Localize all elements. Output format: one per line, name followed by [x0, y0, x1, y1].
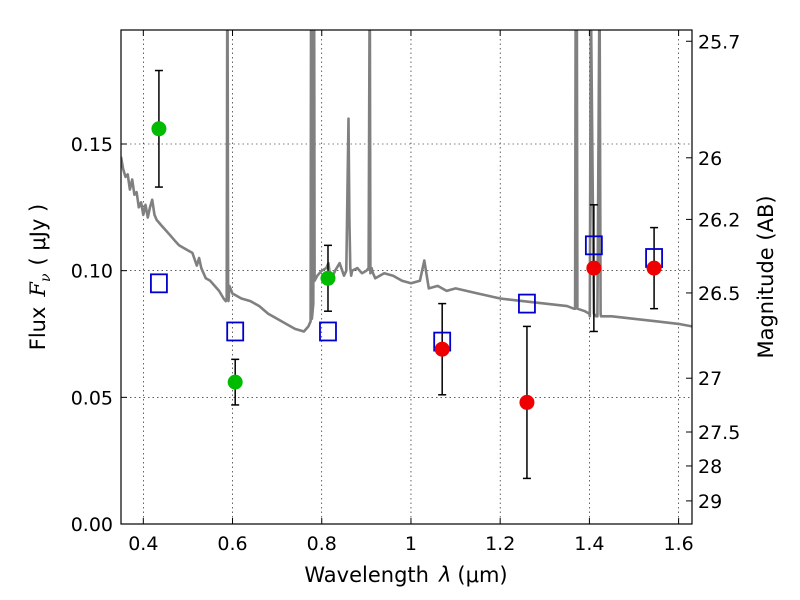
x-tick-label: 0.4: [128, 533, 158, 555]
model-photometry-square: [226, 321, 245, 342]
model-spectrum-line: [121, 30, 692, 333]
error-bars-layer: [154, 69, 659, 480]
magnitude-tick-label: 26.5: [698, 283, 740, 305]
x-tick-label: 1.6: [664, 533, 694, 555]
model-photometry-square: [150, 273, 168, 294]
x-tick-label: 0.8: [307, 533, 337, 555]
observed-point-optical: [151, 121, 167, 137]
magnitude-axis-label: Magnitude (AB): [754, 195, 778, 358]
x-tick-label: 0.6: [217, 533, 247, 555]
model-spectrum-layer: [121, 30, 692, 333]
magnitude-tick-label: 27.5: [698, 422, 740, 444]
y-axis-ticks: 0.00 0.05 0.10 0.15: [71, 134, 127, 536]
y-tick-label: 0.15: [71, 134, 113, 156]
magnitude-tick-label: 28: [698, 456, 722, 478]
observed-photometry-layer: [151, 121, 662, 410]
y-axis-label: FluxFν( μJy ): [26, 204, 54, 350]
observed-point-nir: [434, 341, 450, 357]
observed-point-nir: [646, 260, 662, 276]
model-photometry-square: [518, 293, 536, 314]
observed-point-nir: [586, 260, 602, 276]
magnitude-tick-label: 26.2: [698, 209, 740, 231]
magnitude-tick-label: 25.7: [698, 31, 740, 53]
observed-point-optical: [227, 374, 243, 390]
x-axis-ticks: 0.4 0.6 0.8 1 1.2 1.4 1.6: [128, 30, 694, 555]
magnitude-tick-label: 26: [698, 148, 722, 170]
observed-point-optical: [320, 270, 336, 286]
grid: [121, 30, 692, 524]
x-axis-label: Wavelength λ (μm): [304, 563, 507, 587]
y-tick-label: 0.00: [71, 514, 113, 536]
magnitude-tick-label: 29: [698, 491, 722, 513]
x-tick-label: 1: [405, 533, 417, 555]
magnitude-axis-ticks: 25.7 26 26.2 26.5 27 27.5 28 29: [686, 31, 740, 513]
y-tick-label: 0.05: [71, 387, 113, 409]
observed-point-nir: [519, 394, 535, 410]
model-photometry-square: [584, 235, 603, 256]
x-tick-label: 1.4: [574, 533, 604, 555]
magnitude-tick-label: 27: [698, 368, 722, 390]
model-photometry-square: [319, 321, 337, 342]
y-tick-label: 0.10: [71, 261, 113, 283]
plot-frame: [120, 29, 693, 525]
x-tick-label: 1.2: [485, 533, 515, 555]
